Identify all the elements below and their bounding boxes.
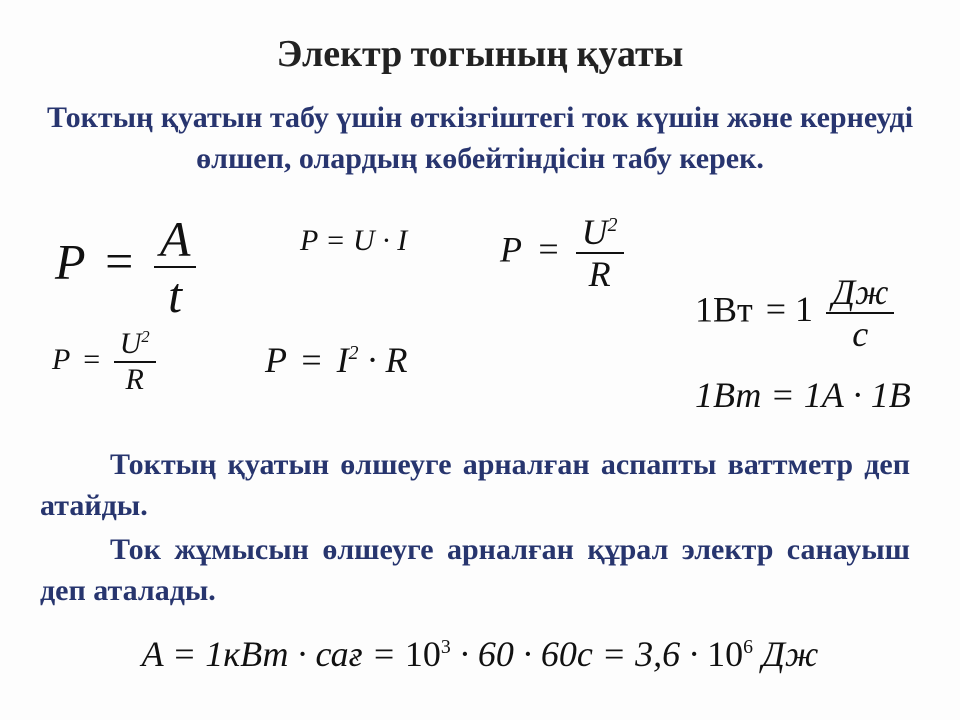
sym-p: P: [52, 343, 70, 376]
mid: · 60 · 60с = 3,6 ·: [460, 634, 707, 674]
sym-p: P: [265, 340, 286, 380]
lhs: 1Вт: [695, 289, 753, 329]
formula-energy: A = 1кВт · сағ = 103 · 60 · 60с = 3,6 · …: [40, 633, 920, 675]
formula-watt-joule: 1Вт = 1 Дж с: [695, 274, 894, 352]
sym-p: P: [500, 229, 521, 269]
eq-sign: =: [77, 343, 106, 376]
denominator: с: [826, 312, 894, 352]
formula-text: 1Вт = 1А · 1В: [695, 375, 911, 415]
paragraph-counter: Ток жұмысын өлшеуге арналған құрал элект…: [40, 530, 910, 611]
formula-p-u2-r: P = U2 R: [500, 214, 624, 292]
page-title: Электр тогының қуаты: [40, 32, 920, 76]
formula-p-u2-r-dup: P = U2 R: [52, 329, 156, 395]
formula-watt-av: 1Вт = 1А · 1В: [695, 374, 911, 416]
unit: Дж: [762, 634, 818, 674]
denominator: R: [576, 252, 624, 292]
numerator: U2: [114, 329, 156, 361]
eq-sign: =: [295, 340, 327, 380]
numerator: Дж: [826, 274, 894, 312]
formula-region: P = A t P = U · I P = U2 R P =: [40, 209, 920, 439]
formula-p-i2r: P = I2 · R: [265, 339, 408, 381]
paragraph-wattmeter: Токтың қуатын өлшеуге арналған аспапты в…: [40, 445, 910, 526]
eq-sign: =: [97, 233, 141, 289]
formula-p-ui: P = U · I: [300, 224, 407, 258]
sym-a: A: [142, 634, 163, 674]
eq: = 1: [762, 289, 817, 329]
formula-text: P = U · I: [300, 224, 407, 257]
denominator: R: [114, 361, 156, 395]
denominator: t: [154, 266, 197, 320]
sym-p: P: [55, 233, 85, 289]
intro-text: Токтың қуатын табу үшін өткізгіштегі ток…: [45, 98, 915, 179]
eq-part1: = 1кВт · сағ =: [172, 634, 396, 674]
numerator: A: [154, 214, 197, 266]
eq-sign: =: [530, 229, 566, 269]
formula-p-a-over-t: P = A t: [55, 214, 196, 320]
slide: Электр тогының қуаты Токтың қуатын табу …: [0, 0, 960, 720]
numerator: U2: [576, 214, 624, 252]
